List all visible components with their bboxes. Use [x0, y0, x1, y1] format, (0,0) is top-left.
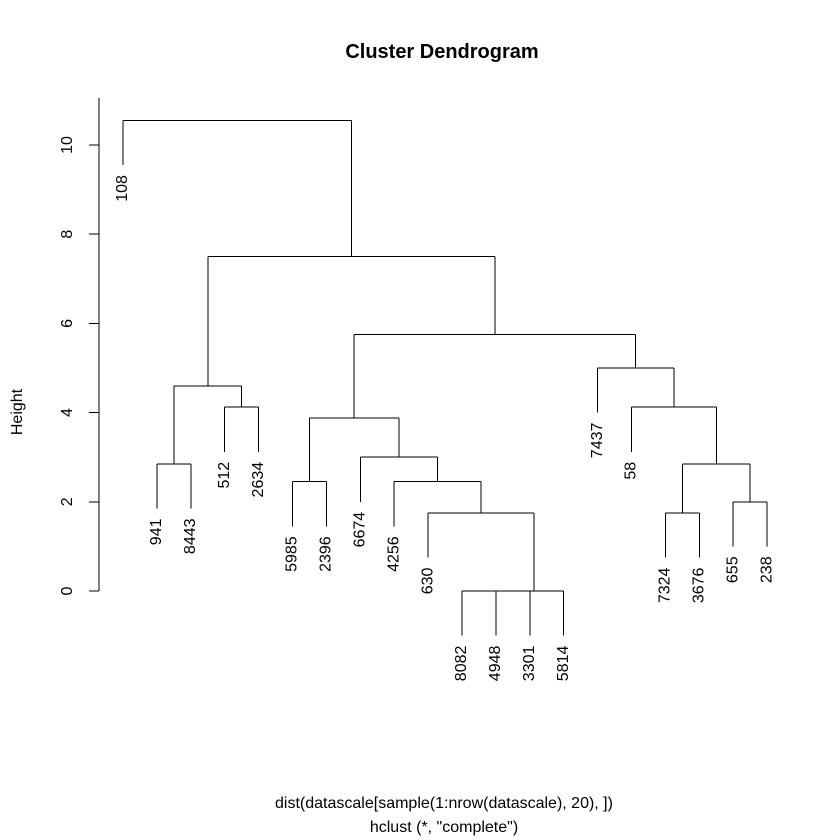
leaf-label: 6674: [352, 512, 369, 548]
leaf-label: 8082: [453, 645, 470, 681]
y-axis: 0 2 4 6 8 10: [59, 98, 100, 595]
leaf-label: 8443: [182, 518, 199, 554]
dendrogram-tree: [122, 119, 768, 636]
y-tick-label: 0: [59, 586, 76, 595]
y-tick-label: 2: [59, 497, 76, 506]
y-tick-label: 6: [59, 319, 76, 328]
leaf-label: 7437: [589, 422, 606, 458]
leaf-label: 2396: [318, 536, 335, 572]
y-tick-label: 8: [59, 230, 76, 239]
leaf-label: 5814: [555, 645, 572, 681]
leaf-label: 3676: [691, 567, 708, 603]
y-axis-label: Height: [9, 388, 26, 435]
leaf-label: 630: [419, 567, 436, 594]
leaf-label: 512: [216, 462, 233, 489]
y-tick-label: 4: [59, 408, 76, 417]
leaf-label: 4948: [487, 645, 504, 681]
leaf-label: 4256: [385, 536, 402, 572]
x-axis-label: dist(datascale[sample(1:nrow(datascale),…: [275, 795, 613, 812]
y-tick-label: 10: [59, 136, 76, 154]
leaf-label: 238: [758, 556, 775, 583]
leaf-label: 7324: [657, 567, 674, 603]
leaf-label: 3301: [521, 645, 538, 681]
leaf-label: 2634: [250, 462, 267, 498]
leaf-label: 108: [114, 175, 131, 202]
leaf-label: 655: [724, 556, 741, 583]
leaf-label: 941: [148, 518, 165, 545]
method-sublabel: hclust (*, "complete"): [370, 819, 518, 836]
leaf-labels: 8082 4948 3301 5814 630 4256 6674 5985 2396 941 84…: [114, 175, 775, 681]
leaf-label: 58: [623, 462, 640, 480]
leaf-label: 5985: [284, 536, 301, 572]
chart-title: Cluster Dendrogram: [345, 41, 538, 63]
